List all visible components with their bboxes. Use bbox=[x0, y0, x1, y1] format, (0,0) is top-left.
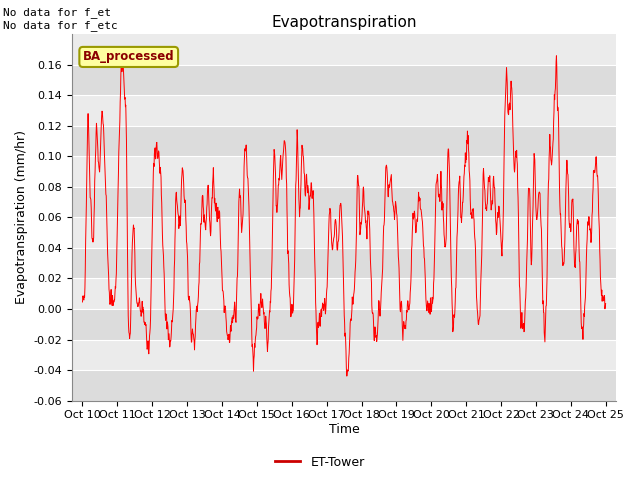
Bar bbox=[72, 187, 616, 217]
X-axis label: Time: Time bbox=[329, 423, 360, 436]
Y-axis label: Evapotranspiration (mm/hr): Evapotranspiration (mm/hr) bbox=[15, 131, 28, 304]
Text: BA_processed: BA_processed bbox=[83, 50, 175, 63]
Bar bbox=[72, 278, 616, 309]
Legend: ET-Tower: ET-Tower bbox=[270, 451, 370, 474]
Bar bbox=[72, 370, 616, 401]
Bar bbox=[72, 339, 616, 370]
Bar bbox=[72, 248, 616, 278]
Bar bbox=[72, 95, 616, 126]
Bar bbox=[72, 64, 616, 95]
Bar bbox=[72, 309, 616, 339]
Text: No data for f_et
No data for f_etc: No data for f_et No data for f_etc bbox=[3, 7, 118, 31]
Bar bbox=[72, 156, 616, 187]
Bar bbox=[72, 217, 616, 248]
Title: Evapotranspiration: Evapotranspiration bbox=[271, 15, 417, 30]
Bar bbox=[72, 126, 616, 156]
